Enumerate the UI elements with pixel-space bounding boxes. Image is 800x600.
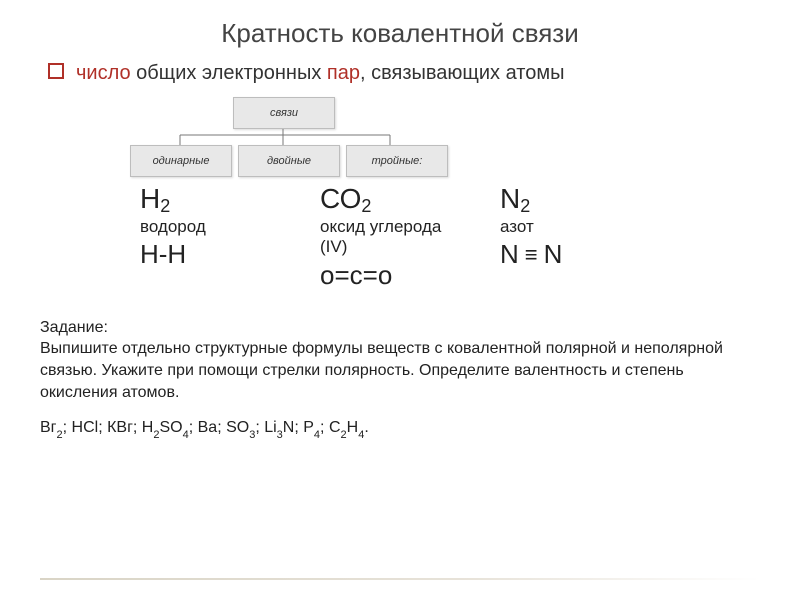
tree-connectors bbox=[130, 129, 450, 145]
compound-name: водород bbox=[140, 217, 290, 237]
compound-name: оксид углерода (IV) bbox=[320, 217, 470, 258]
struct-left: N bbox=[500, 239, 519, 270]
tree-child-node: двойные bbox=[238, 145, 340, 177]
subtitle-word-3: пар bbox=[327, 62, 360, 84]
formula-sub: 2 bbox=[160, 196, 170, 216]
formula-main: СО bbox=[320, 183, 361, 214]
formula: N2 bbox=[500, 183, 650, 215]
struct-formula: N ≡ N bbox=[500, 239, 562, 270]
formula-sub: 2 bbox=[520, 196, 530, 216]
tree-root-node: связи bbox=[233, 97, 335, 129]
examples-row: Н2 водород H-H СО2 оксид углерода (IV) о… bbox=[140, 183, 760, 291]
example-double: СО2 оксид углерода (IV) о=с=о bbox=[320, 183, 470, 291]
subtitle-word-2: общих электронных bbox=[136, 62, 321, 84]
hierarchy-tree: связи одинарные двойные тройные: bbox=[130, 97, 760, 177]
task-heading: Задание: bbox=[40, 317, 760, 339]
triple-bond-icon: ≡ bbox=[525, 242, 538, 268]
task-list-rest: ; НСl; КВг; Н2SO4; Ва; SO3; Li3N; P4; C2… bbox=[63, 419, 369, 436]
subtitle-word-4: , связывающих атомы bbox=[360, 62, 564, 84]
tree-child-node: одинарные bbox=[130, 145, 232, 177]
task-list-prefix: Вг bbox=[40, 419, 57, 436]
struct-formula: о=с=о bbox=[320, 260, 470, 291]
formula-main: Н bbox=[140, 183, 160, 214]
example-single: Н2 водород H-H bbox=[140, 183, 290, 291]
example-triple: N2 азот N ≡ N bbox=[500, 183, 650, 291]
struct-right: N bbox=[544, 239, 563, 270]
task-block: Задание: Выпишите отдельно структурные ф… bbox=[40, 317, 760, 441]
formula: СО2 bbox=[320, 183, 470, 215]
formula-sub: 2 bbox=[361, 196, 371, 216]
footer-divider bbox=[40, 578, 760, 580]
formula-main: N bbox=[500, 183, 520, 214]
struct-formula: H-H bbox=[140, 239, 290, 270]
task-body: Выпишите отдельно структурные формулы ве… bbox=[40, 338, 760, 403]
bullet-icon bbox=[48, 63, 64, 79]
tree-child-node: тройные: bbox=[346, 145, 448, 177]
slide-title: Кратность ковалентной связи bbox=[40, 18, 760, 49]
task-list: Вг2; НСl; КВг; Н2SO4; Ва; SO3; Li3N; P4;… bbox=[40, 417, 760, 441]
subtitle: число общих электронных пар, связывающих… bbox=[48, 57, 760, 85]
formula: Н2 bbox=[140, 183, 290, 215]
compound-name: азот bbox=[500, 217, 650, 237]
subtitle-word-1: число bbox=[76, 62, 131, 84]
